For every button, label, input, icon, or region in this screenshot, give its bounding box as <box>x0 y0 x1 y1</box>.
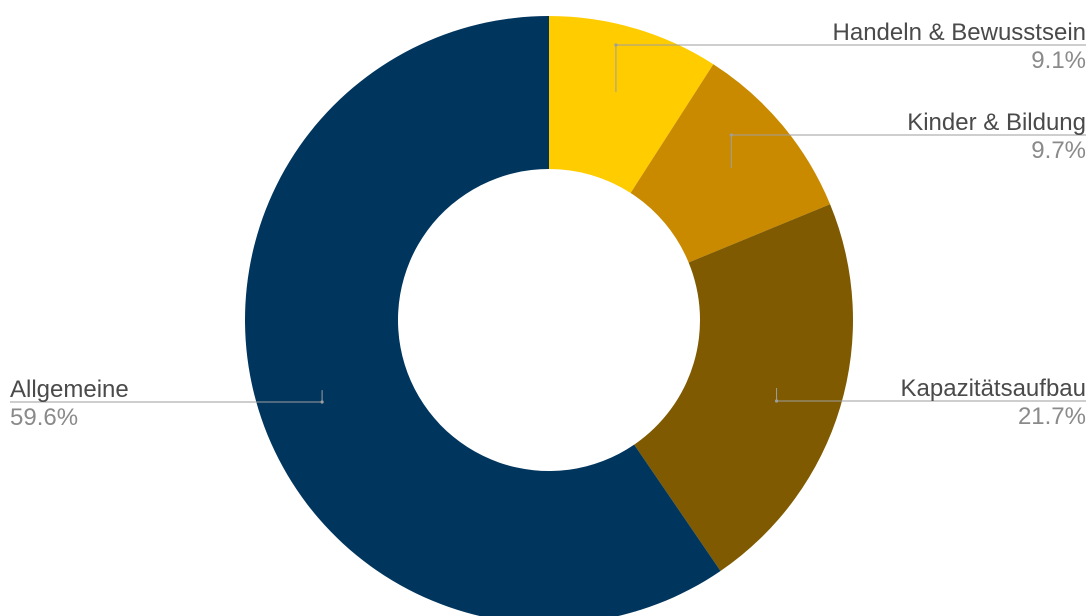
slice-allgemeine[interactable] <box>245 16 721 616</box>
slice-kinder-and-bildung[interactable] <box>630 64 831 263</box>
leader-dot-kinder-and-bildung <box>729 133 733 137</box>
slice-handeln-and-bewusstsein[interactable] <box>549 16 714 193</box>
slice-label-handeln-and-bewusstsein: Handeln & Bewusstsein <box>833 19 1086 46</box>
leader-dot-allgemeine <box>320 400 324 404</box>
leader-dot-handeln-and-bewusstsein <box>614 43 618 47</box>
slice-label-kapazitaetsaufbau: Kapazitätsaufbau <box>901 375 1086 402</box>
slice-value-kinder-and-bildung: 9.7% <box>1031 137 1086 164</box>
slice-label-kinder-and-bildung: Kinder & Bildung <box>907 109 1086 136</box>
slice-kapazitaetsaufbau[interactable] <box>634 204 853 571</box>
slice-value-allgemeine: 59.6% <box>10 404 78 431</box>
slice-value-handeln-and-bewusstsein: 9.1% <box>1031 47 1086 74</box>
slice-label-allgemeine: Allgemeine <box>10 376 129 403</box>
leader-dot-kapazitaetsaufbau <box>774 399 779 403</box>
chart-slices <box>245 16 853 616</box>
slice-value-kapazitaetsaufbau: 21.7% <box>1018 403 1086 430</box>
